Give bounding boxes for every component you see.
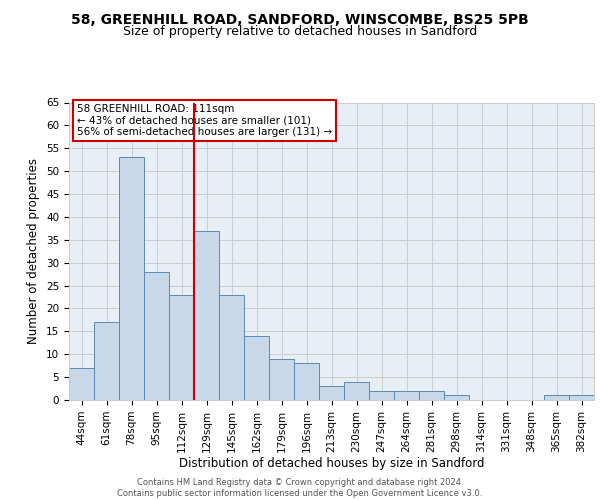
Bar [94,322,119,400]
Bar [119,158,144,400]
Bar [544,396,569,400]
Bar [419,391,444,400]
Bar [344,382,369,400]
Text: Contains HM Land Registry data © Crown copyright and database right 2024.
Contai: Contains HM Land Registry data © Crown c… [118,478,482,498]
Bar [569,396,594,400]
Bar [219,294,244,400]
Bar [69,368,94,400]
Bar [294,364,319,400]
Bar [269,359,294,400]
Text: 58 GREENHILL ROAD: 111sqm
← 43% of detached houses are smaller (101)
56% of semi: 58 GREENHILL ROAD: 111sqm ← 43% of detac… [77,104,332,137]
Text: Size of property relative to detached houses in Sandford: Size of property relative to detached ho… [123,25,477,38]
Bar [319,386,344,400]
Bar [369,391,394,400]
Text: 58, GREENHILL ROAD, SANDFORD, WINSCOMBE, BS25 5PB: 58, GREENHILL ROAD, SANDFORD, WINSCOMBE,… [71,12,529,26]
Bar [169,294,194,400]
Bar [444,396,469,400]
Bar [194,230,219,400]
Bar [244,336,269,400]
Bar [394,391,419,400]
X-axis label: Distribution of detached houses by size in Sandford: Distribution of detached houses by size … [179,458,484,470]
Y-axis label: Number of detached properties: Number of detached properties [28,158,40,344]
Bar [144,272,169,400]
